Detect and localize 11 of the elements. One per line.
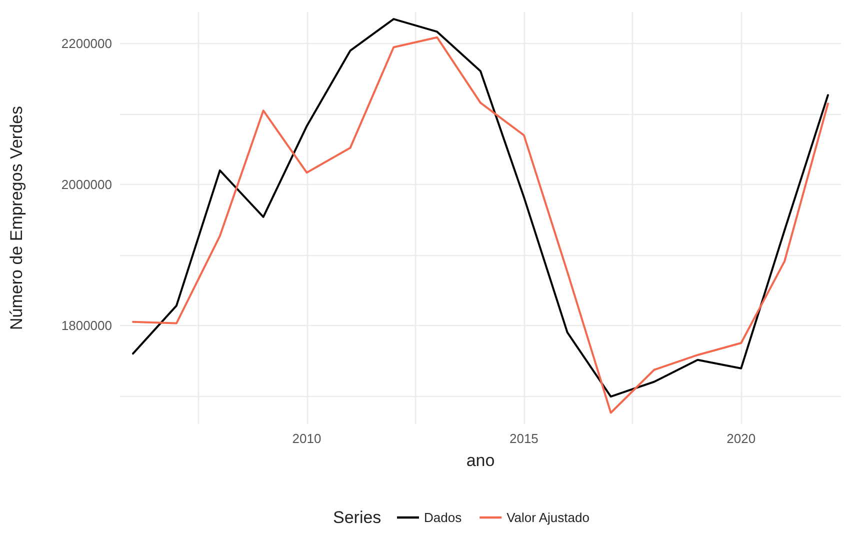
x-tick-label: 2015 <box>509 431 538 446</box>
x-tick-label: 2010 <box>292 431 322 446</box>
y-axis-title: Número de Empregos Verdes <box>7 106 26 330</box>
legend-title: Series <box>333 508 382 527</box>
legend-label: Valor Ajustado <box>506 510 590 525</box>
y-tick-label: 2200000 <box>61 36 112 52</box>
x-tick-label: 2020 <box>726 431 756 446</box>
y-tick-label: 1800000 <box>61 318 112 333</box>
y-tick-label: 2000000 <box>61 177 112 192</box>
x-axis-title: ano <box>466 451 495 470</box>
legend-label: Dados <box>424 510 462 525</box>
